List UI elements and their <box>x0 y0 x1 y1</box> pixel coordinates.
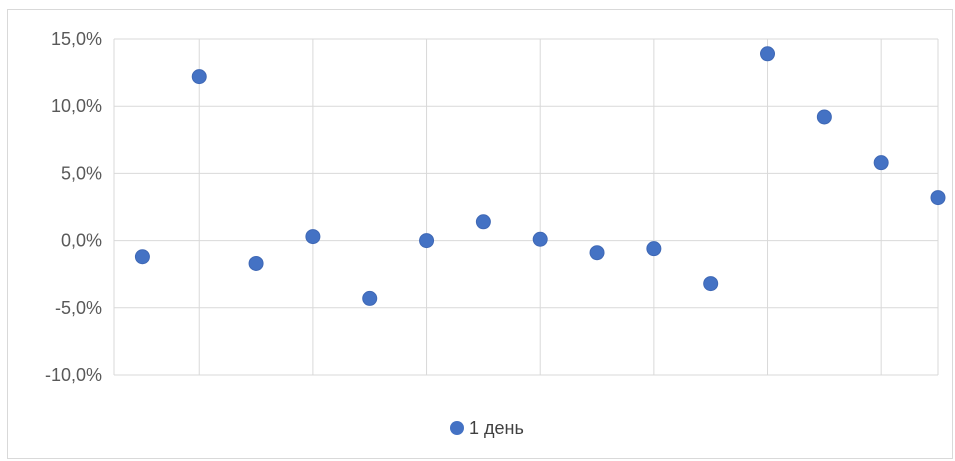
data-point <box>248 255 264 271</box>
gridlines <box>113 38 939 376</box>
legend: 1 день <box>450 418 524 438</box>
legend-label: 1 день <box>469 418 524 438</box>
y-tick-label: 10,0% <box>51 96 102 116</box>
data-point <box>475 214 491 230</box>
y-tick-label: 0,0% <box>61 231 102 251</box>
data-point <box>703 276 719 292</box>
y-tick-label: 15,0% <box>51 29 102 49</box>
data-point <box>305 229 321 245</box>
data-point <box>419 233 435 249</box>
y-tick-label: -10,0% <box>45 365 102 385</box>
y-axis-tick-labels: 15,0% 10,0% 5,0% 0,0% -5,0% -10,0% <box>45 29 102 385</box>
data-point <box>532 231 548 247</box>
data-point <box>760 46 776 62</box>
y-tick-label: -5,0% <box>55 298 102 318</box>
data-point <box>134 249 150 265</box>
data-points <box>134 46 946 306</box>
chart-area <box>7 9 953 459</box>
data-point <box>930 190 946 206</box>
data-point <box>191 69 207 85</box>
data-point <box>362 290 378 306</box>
data-point <box>873 155 889 171</box>
data-point <box>816 109 832 125</box>
legend-marker <box>450 421 464 435</box>
data-point <box>646 241 662 257</box>
y-tick-label: 5,0% <box>61 163 102 183</box>
data-point <box>589 245 605 261</box>
